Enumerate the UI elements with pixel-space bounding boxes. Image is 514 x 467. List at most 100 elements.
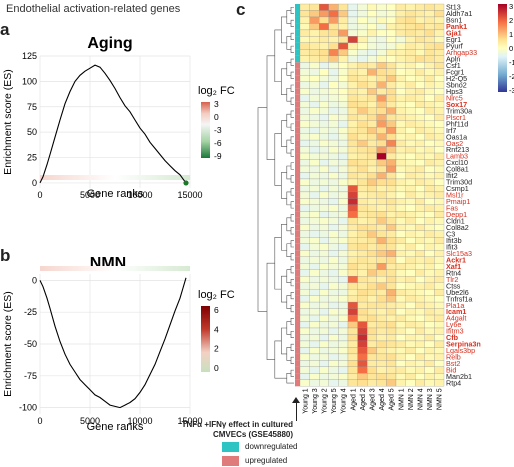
- heatmap-cell: [376, 308, 387, 316]
- heatmap-cell: [405, 224, 416, 231]
- heatmap-cell: [405, 288, 416, 296]
- heatmap-cell: [376, 88, 387, 95]
- heatmap-cell: [338, 146, 349, 154]
- dendrogram-branch: [266, 262, 275, 360]
- gene-label: Msl1r: [446, 191, 464, 200]
- heatmap-cell: [357, 178, 368, 186]
- heatmap-cell: [328, 282, 339, 290]
- regulation-cell: [295, 289, 300, 296]
- gene-label: Col8a2: [446, 223, 469, 232]
- heatmap-cell: [386, 191, 397, 199]
- sample-label: NMN 2: [408, 388, 415, 410]
- heatmap-cell: [319, 224, 329, 231]
- heatmap-cell: [367, 340, 377, 348]
- heatmap-cell: [415, 81, 425, 89]
- heatmap-cell: [319, 29, 329, 37]
- heatmap-cell: [357, 204, 368, 212]
- panel-letter-a: a: [0, 20, 10, 39]
- heatmap-cell: [319, 55, 329, 63]
- heatmap-cell: [309, 366, 320, 374]
- heatmap-cell: [395, 3, 406, 11]
- heatmap-cell: [347, 120, 358, 128]
- dendrogram-branch: [290, 45, 294, 53]
- heatmap-cell: [367, 29, 377, 37]
- heatmap-cell: [405, 276, 416, 283]
- heatmap-cell: [405, 269, 416, 277]
- sample-label: Aged 4: [379, 388, 386, 410]
- heatmap-cell: [405, 165, 416, 173]
- dendrogram-branch: [290, 343, 294, 351]
- sample-label: Young 2: [322, 388, 329, 414]
- heatmap-cell: [347, 230, 358, 238]
- heatmap-cell: [367, 120, 377, 128]
- heatmap-cell: [328, 55, 339, 63]
- heatmap-cell: [434, 42, 445, 50]
- dendrogram-branch: [281, 120, 287, 147]
- aging-x-label: Gene ranks: [87, 188, 144, 200]
- heatmap-cell: [299, 146, 310, 154]
- heatmap-cell: [386, 62, 397, 69]
- heatmap-cell: [395, 243, 406, 251]
- gene-label: Ackr1: [446, 255, 466, 264]
- heatmap-cell: [367, 243, 377, 251]
- caption-line-1: TNFα +IFNγ effect in cultured: [181, 420, 293, 429]
- heatmap-cell: [338, 81, 349, 89]
- dendrogram-branch: [290, 330, 294, 339]
- heatmap-cell: [395, 146, 406, 154]
- heatmap-cell: [347, 288, 358, 296]
- heatmap-cell: [309, 237, 320, 244]
- heatmap-cell: [357, 353, 368, 361]
- legend-arrow-icon: [296, 401, 297, 421]
- heatmap-cell: [319, 340, 329, 348]
- heatmap-cell: [395, 360, 406, 368]
- heatmap-cell: [376, 224, 387, 231]
- gene-label: Rtn4: [446, 268, 461, 277]
- aging-es-endpoint: [183, 180, 189, 186]
- heatmap-cell: [415, 237, 425, 244]
- heatmap-cell: [376, 42, 387, 50]
- heatmap-cell: [415, 353, 425, 361]
- heatmap-cell: [434, 101, 445, 108]
- heatmap-cell: [347, 340, 358, 348]
- heatmap-cell: [367, 42, 377, 50]
- heatmap-cell: [347, 29, 358, 37]
- gene-label: Trim30a: [446, 106, 472, 115]
- heatmap-cell: [434, 152, 445, 160]
- heatmap-cell: [319, 88, 329, 95]
- regulation-cell: [295, 295, 300, 303]
- regulation-cell: [295, 269, 300, 277]
- heatmap-cell: [367, 3, 377, 11]
- heatmap-cell: [386, 75, 397, 82]
- heatmap-cell: [367, 36, 377, 44]
- heatmap-cell: [309, 55, 320, 63]
- heatmap-cell: [415, 314, 425, 322]
- heatmap-cell: [415, 224, 425, 231]
- heatmap-cell: [405, 10, 416, 18]
- heatmap-cell: [386, 237, 397, 244]
- dendrogram-branch: [290, 188, 294, 196]
- heatmap-cell: [424, 224, 435, 231]
- x-tick-label: 10000: [127, 190, 152, 200]
- heatmap-cell: [367, 10, 377, 18]
- heatmap-cell: [328, 94, 339, 102]
- heatmap-cell: [405, 243, 416, 251]
- heatmap-cell: [405, 250, 416, 257]
- heatmap-cell: [357, 172, 368, 180]
- heatmap-cell: [386, 23, 397, 31]
- heatmap-cell: [319, 139, 329, 147]
- heatmap-cell: [299, 23, 310, 31]
- x-tick-label: 0: [37, 190, 42, 200]
- heatmap-cell: [424, 360, 435, 368]
- heatmap-cell: [347, 217, 358, 225]
- dendrogram-branch: [274, 29, 282, 83]
- regulation-cell: [295, 230, 300, 238]
- regulation-cell: [295, 360, 300, 367]
- heatmap-cell: [415, 152, 425, 160]
- heatmap-cell: [309, 49, 320, 56]
- heatmap-cell: [395, 62, 406, 69]
- gene-label: Plscr1: [446, 113, 466, 122]
- heatmap-cell: [386, 224, 397, 231]
- heatmap-cell: [434, 237, 445, 244]
- heatmap-cell: [367, 185, 377, 193]
- heatmap-cell: [424, 217, 435, 225]
